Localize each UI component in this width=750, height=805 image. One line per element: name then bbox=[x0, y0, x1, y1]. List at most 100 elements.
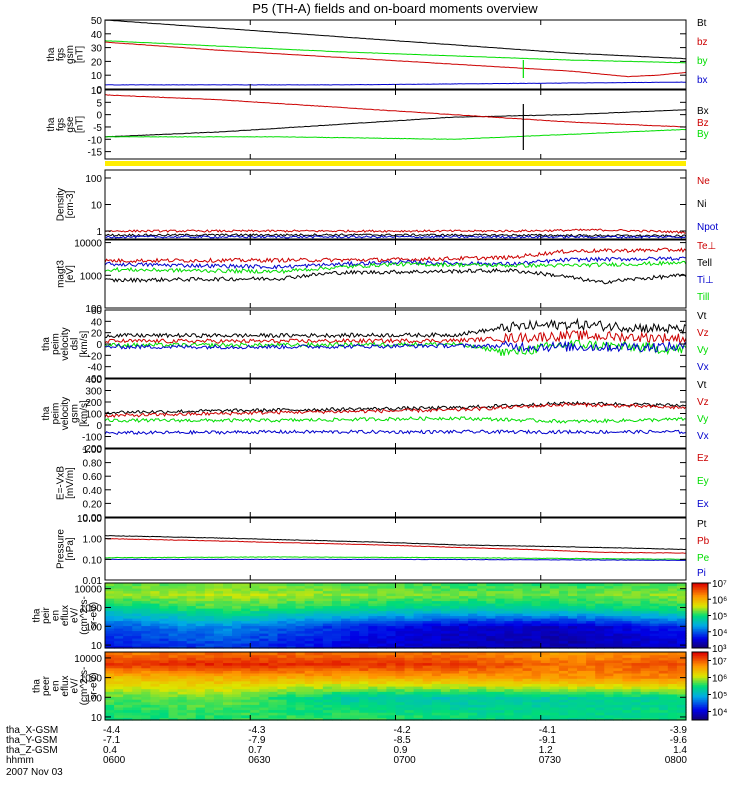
heatmap-cell bbox=[331, 675, 342, 679]
heatmap-cell bbox=[595, 605, 605, 609]
heatmap-cell bbox=[141, 630, 151, 634]
heatmap-cell bbox=[586, 709, 596, 713]
heatmap-cell bbox=[159, 680, 170, 684]
heatmap-cell bbox=[341, 686, 351, 690]
heatmap-cell bbox=[513, 613, 524, 617]
heatmap-cell bbox=[468, 680, 478, 684]
heatmap-cell bbox=[577, 709, 587, 713]
heatmap-cell bbox=[613, 706, 624, 711]
heatmap-cell bbox=[413, 640, 424, 644]
heatmap-cell bbox=[350, 615, 360, 619]
heatmap-cell bbox=[422, 588, 433, 592]
heatmap-cell bbox=[549, 638, 560, 642]
heatmap-cell bbox=[667, 645, 678, 649]
heatmap-cell bbox=[331, 625, 342, 629]
heatmap-cell bbox=[513, 645, 524, 649]
heatmap-cell bbox=[549, 618, 560, 622]
heatmap-cell bbox=[213, 613, 224, 617]
heatmap-cell bbox=[676, 709, 687, 713]
heatmap-cell bbox=[141, 583, 151, 587]
heatmap-cell bbox=[286, 593, 297, 597]
heatmap-cell bbox=[431, 603, 442, 607]
heatmap-cell bbox=[595, 688, 605, 692]
heatmap-cell bbox=[595, 680, 605, 684]
heatmap-cell bbox=[640, 662, 651, 666]
heatmap-cell bbox=[322, 613, 333, 617]
heatmap-cell bbox=[195, 717, 206, 721]
heatmap-cell bbox=[586, 623, 596, 627]
heatmap-cell bbox=[649, 620, 660, 624]
colorbar-step bbox=[692, 589, 708, 592]
heatmap-cell bbox=[513, 610, 524, 614]
heatmap-cell bbox=[577, 704, 587, 708]
heatmap-cell bbox=[531, 706, 542, 711]
heatmap-cell bbox=[522, 590, 533, 594]
heatmap-cell bbox=[223, 620, 233, 624]
heatmap-cell bbox=[150, 605, 161, 609]
heatmap-cell bbox=[549, 583, 560, 587]
heatmap-cell bbox=[477, 688, 487, 692]
heatmap-cell bbox=[558, 633, 569, 637]
heatmap-cell bbox=[640, 583, 651, 587]
heatmap-cell bbox=[440, 659, 451, 664]
heatmap-cell bbox=[468, 630, 478, 634]
heatmap-cell bbox=[422, 688, 433, 692]
heatmap-cell bbox=[350, 623, 360, 627]
heatmap-cell bbox=[241, 675, 251, 679]
heatmap-cell bbox=[549, 593, 560, 597]
heatmap-cell bbox=[531, 691, 542, 695]
heatmap-cell bbox=[277, 618, 288, 622]
heatmap-cell bbox=[540, 693, 551, 698]
heatmap-cell bbox=[213, 608, 224, 612]
heatmap-cell bbox=[595, 675, 605, 679]
heatmap-cell bbox=[114, 688, 124, 692]
heatmap-cell bbox=[440, 717, 451, 721]
heatmap-cell bbox=[649, 615, 660, 619]
heatmap-cell bbox=[440, 675, 451, 679]
heatmap-cell bbox=[350, 610, 360, 614]
heatmap-cell bbox=[477, 643, 487, 647]
heatmap-cell bbox=[259, 717, 270, 721]
heatmap-cell bbox=[404, 675, 415, 679]
heatmap-cell bbox=[359, 603, 369, 607]
heatmap-cell bbox=[341, 628, 351, 632]
heatmap-cell bbox=[413, 672, 424, 677]
heatmap-cell bbox=[186, 701, 197, 705]
heatmap-cell bbox=[459, 691, 469, 695]
heatmap-cell bbox=[522, 667, 533, 671]
heatmap-cell bbox=[676, 633, 687, 637]
heatmap-cell bbox=[667, 686, 678, 690]
colorbar-step bbox=[692, 596, 708, 599]
heatmap-cell bbox=[413, 615, 424, 619]
heatmap-cell bbox=[404, 625, 415, 629]
heatmap-cell bbox=[250, 645, 260, 649]
heatmap-cell bbox=[141, 595, 151, 599]
heatmap-cell bbox=[486, 618, 496, 622]
heatmap-cell bbox=[676, 693, 687, 698]
heatmap-cell bbox=[331, 615, 342, 619]
heatmap-cell bbox=[295, 665, 306, 669]
heatmap-cell bbox=[177, 643, 188, 647]
heatmap-cell bbox=[123, 701, 133, 705]
heatmap-cell bbox=[522, 662, 533, 666]
heatmap-cell bbox=[313, 598, 324, 602]
heatmap-cell bbox=[676, 643, 687, 647]
heatmap-cell bbox=[150, 699, 161, 703]
heatmap-cell bbox=[259, 704, 270, 708]
heatmap-cell bbox=[232, 593, 242, 597]
heatmap-cell bbox=[150, 683, 161, 687]
colorbar-step bbox=[692, 718, 708, 721]
heatmap-cell bbox=[522, 600, 533, 604]
heatmap-cell bbox=[549, 665, 560, 669]
heatmap-cell bbox=[322, 638, 333, 642]
heatmap-cell bbox=[304, 704, 315, 708]
heatmap-cell bbox=[114, 623, 124, 627]
heatmap-cell bbox=[259, 640, 270, 644]
heatmap-cell bbox=[223, 635, 233, 639]
heatmap-cell bbox=[132, 643, 142, 647]
heatmap-cell bbox=[431, 613, 442, 617]
heatmap-cell bbox=[404, 712, 415, 716]
heatmap-cell bbox=[268, 635, 279, 639]
heatmap-cell bbox=[622, 657, 633, 661]
heatmap-cell bbox=[449, 693, 460, 698]
